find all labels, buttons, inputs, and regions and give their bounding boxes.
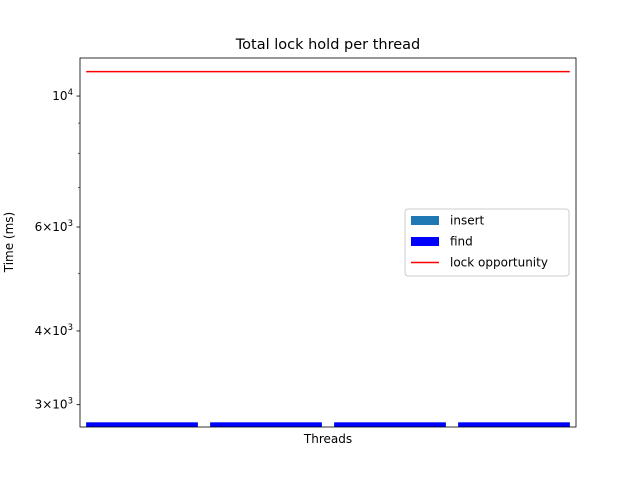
x-axis-label: Threads bbox=[303, 432, 352, 446]
legend-swatch-find bbox=[411, 237, 439, 246]
y-axis-ticks: 3×103 4×103 6×103 104 bbox=[35, 88, 80, 412]
bar-find-4 bbox=[458, 422, 570, 427]
legend-box bbox=[404, 208, 570, 277]
bar-find-2 bbox=[210, 422, 322, 427]
legend-swatch-insert bbox=[411, 216, 439, 225]
axes-frame bbox=[79, 57, 577, 428]
legend-label-insert: insert bbox=[450, 214, 485, 228]
bar-find-3 bbox=[334, 422, 446, 427]
y-tick-label: 4×103 bbox=[35, 323, 73, 338]
chart-title: Total lock hold per thread bbox=[235, 37, 420, 53]
legend-label-find: find bbox=[450, 235, 473, 249]
y-tick-label: 6×103 bbox=[35, 219, 73, 234]
bars-group bbox=[86, 422, 570, 427]
y-tick-label: 3×103 bbox=[35, 397, 73, 412]
legend: insert find lock opportunity bbox=[404, 208, 570, 277]
legend-label-lock-opportunity: lock opportunity bbox=[450, 256, 548, 270]
y-axis-label: Time (ms) bbox=[2, 212, 16, 274]
y-tick-label: 104 bbox=[52, 88, 73, 103]
bar-find-1 bbox=[86, 422, 198, 427]
